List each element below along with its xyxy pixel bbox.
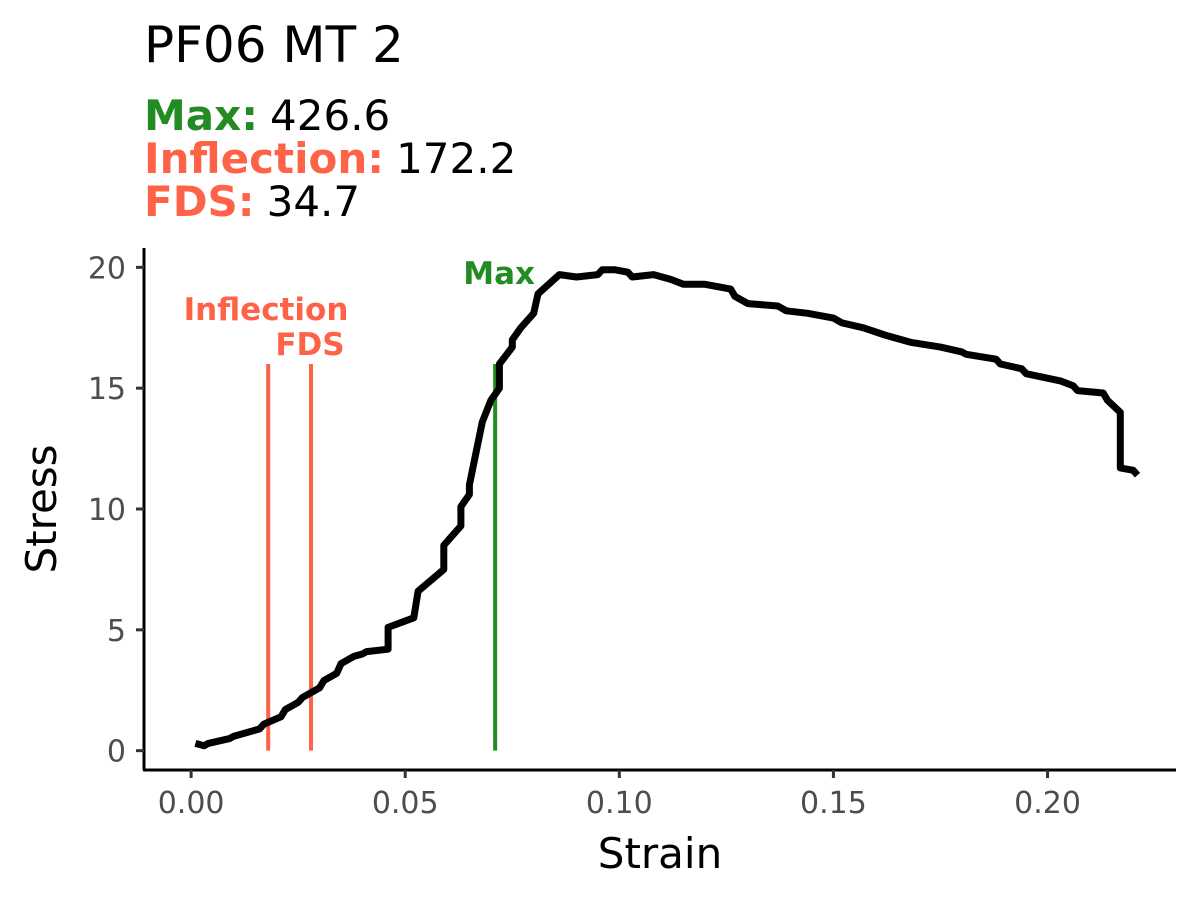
summary-max-label: Max: <box>144 91 258 140</box>
summary-inflection-value: 172.2 <box>396 134 516 183</box>
summary-max-value: 426.6 <box>270 91 390 140</box>
summary-fds-label: FDS: <box>144 177 255 226</box>
y-axis-title: Stress <box>17 444 66 573</box>
chart-title: PF06 MT 2 <box>144 16 404 74</box>
y-axis-ticks: 0 5 10 15 20 <box>88 251 144 770</box>
x-tick-label: 0.10 <box>586 786 653 821</box>
summary-inflection: Inflection: 172.2 <box>144 134 516 183</box>
summary-fds-value: 34.7 <box>267 177 361 226</box>
series-line-0 <box>194 266 1141 750</box>
marker-label-fds: FDS <box>275 327 344 363</box>
y-tick-label: 15 <box>88 372 126 407</box>
x-axis-ticks: 0.00 0.05 0.10 0.15 0.20 <box>158 770 1081 821</box>
marker-label-inflection: Inflection <box>184 292 349 328</box>
marker-label-max: Max <box>463 256 535 292</box>
x-axis-title: Strain <box>598 829 722 878</box>
x-tick-label: 0.20 <box>1014 786 1081 821</box>
summary-max: Max: 426.6 <box>144 91 390 140</box>
y-tick-label: 10 <box>88 493 126 528</box>
x-tick-label: 0.15 <box>800 786 867 821</box>
x-tick-label: 0.00 <box>158 786 225 821</box>
y-tick-label: 20 <box>88 251 126 286</box>
x-tick-label: 0.05 <box>372 786 439 821</box>
y-tick-label: 0 <box>107 735 126 770</box>
summary-inflection-label: Inflection: <box>144 134 384 183</box>
summary-fds: FDS: 34.7 <box>144 177 360 226</box>
y-tick-label: 5 <box>107 614 126 649</box>
